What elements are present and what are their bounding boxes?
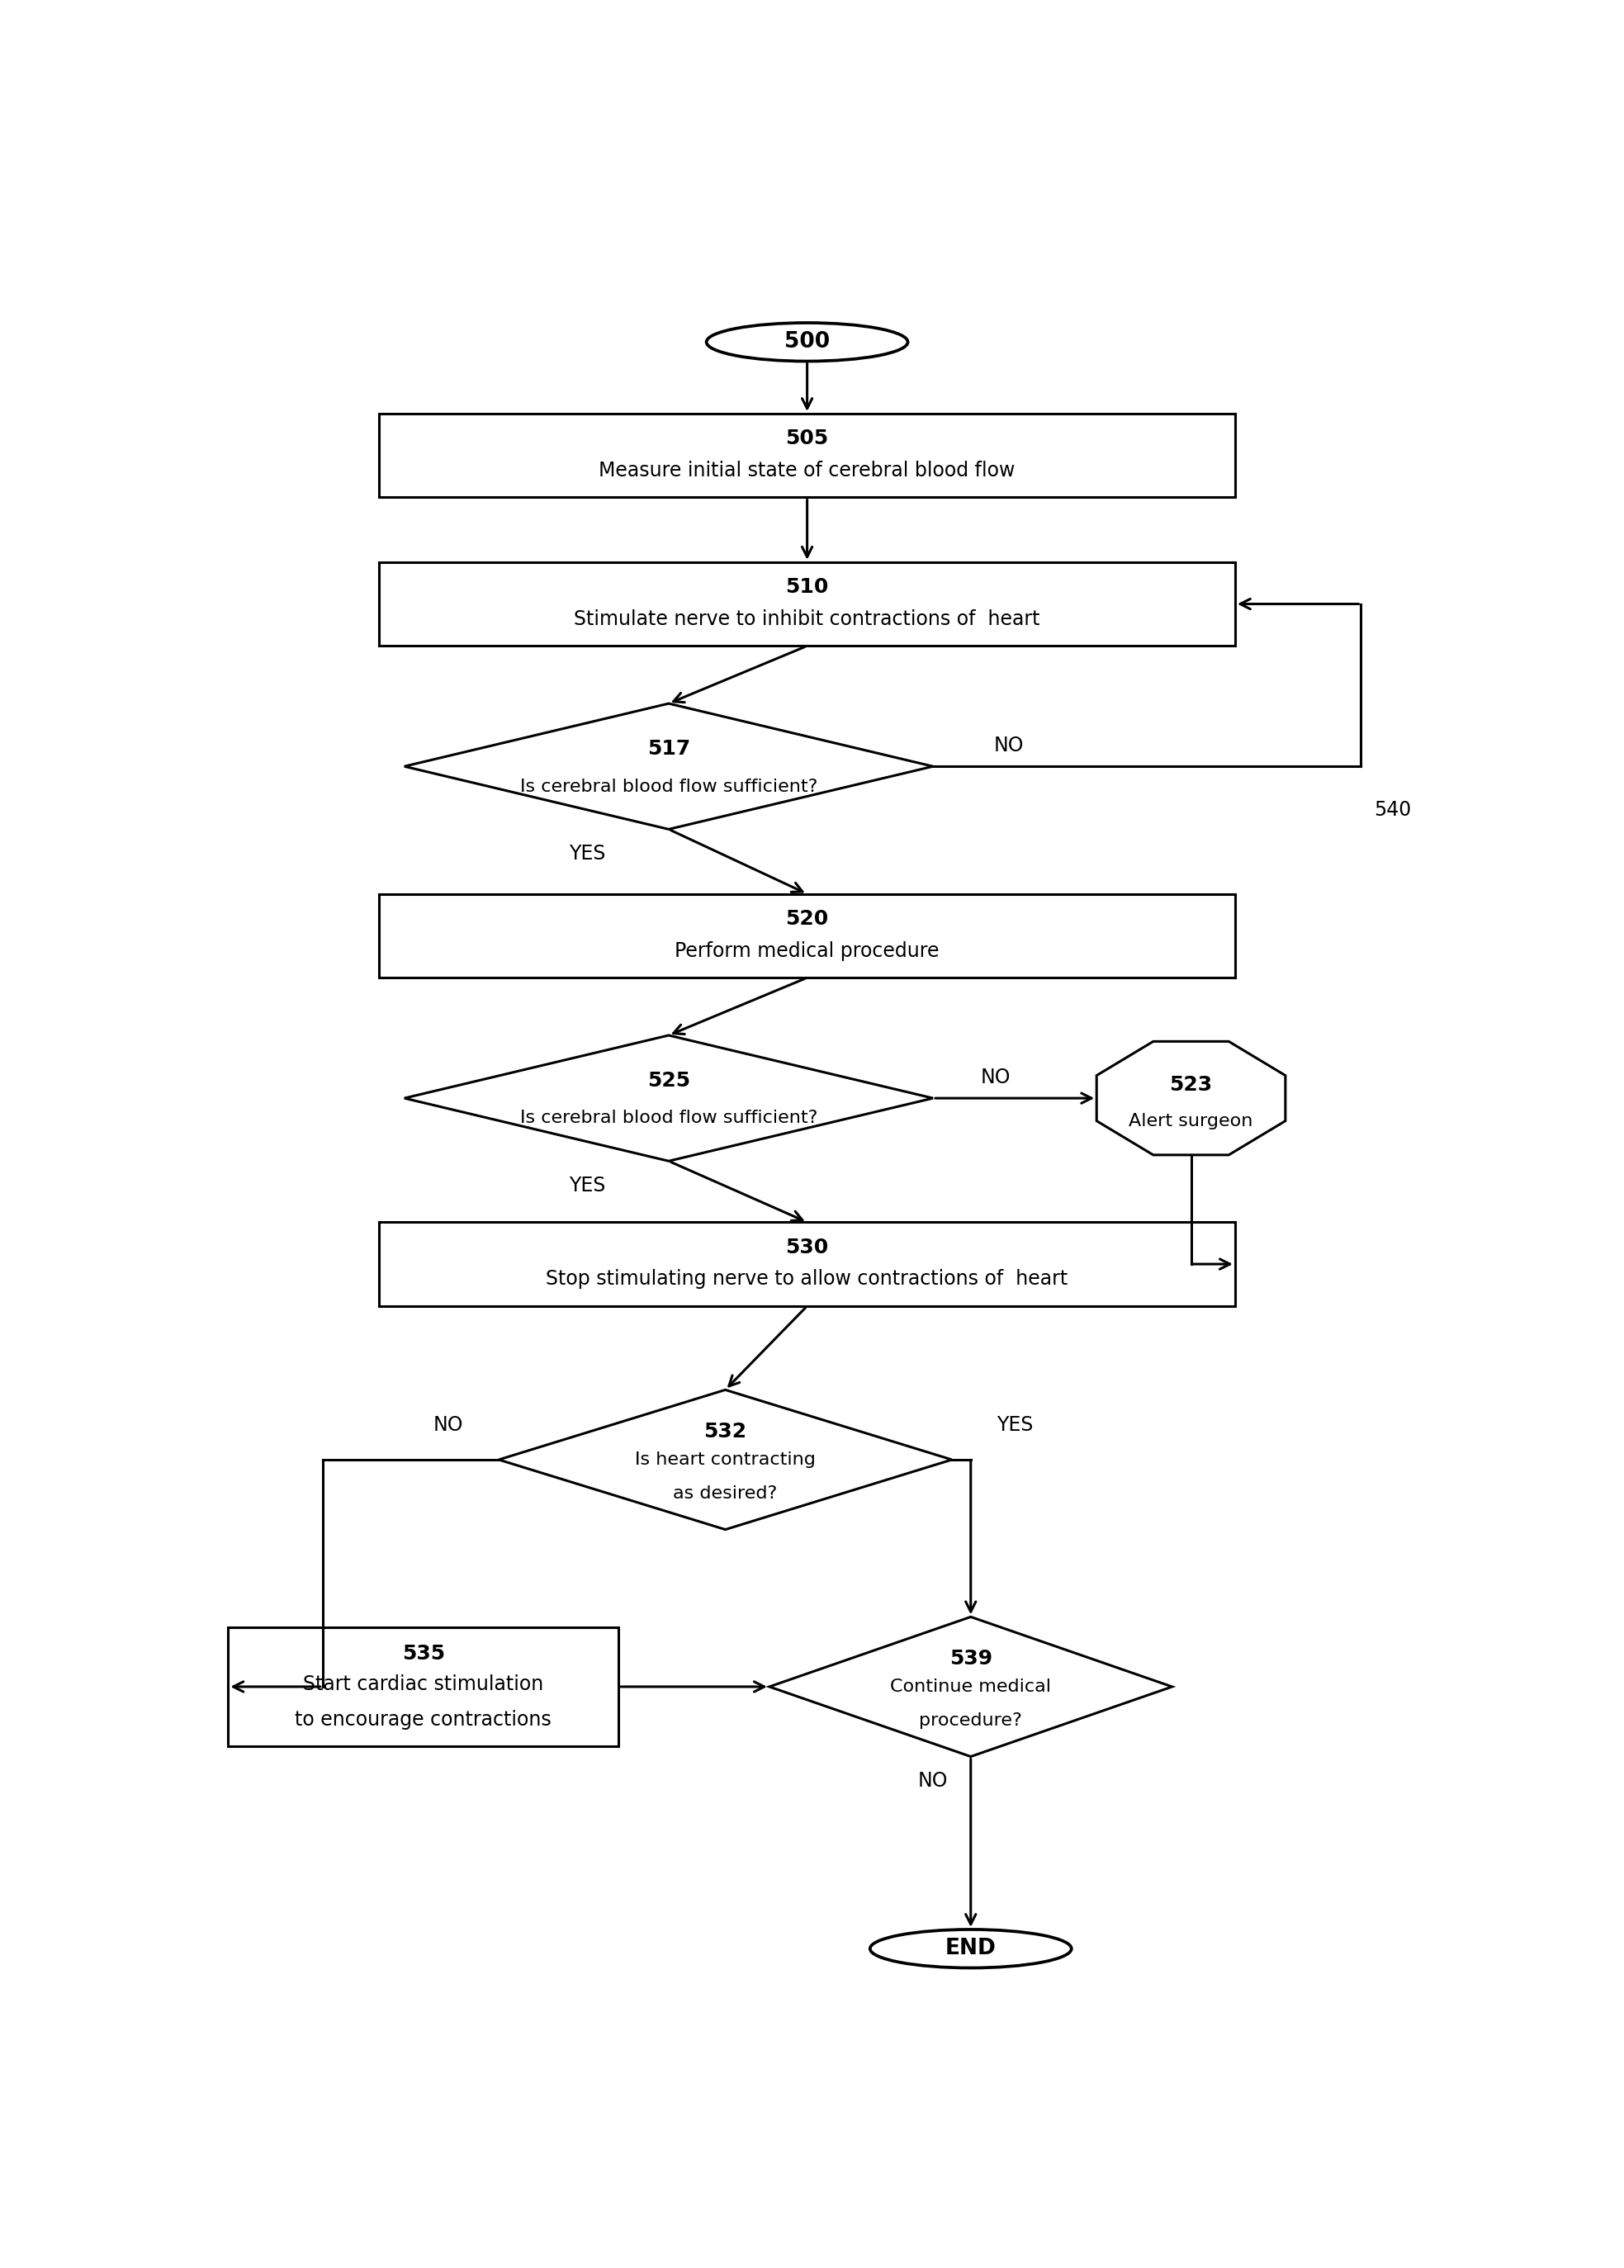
Text: 540: 540 — [1374, 801, 1411, 821]
Text: 539: 539 — [950, 1649, 992, 1669]
Text: YES: YES — [568, 844, 606, 864]
Polygon shape — [404, 1034, 932, 1161]
Text: 517: 517 — [646, 739, 690, 760]
Text: 535: 535 — [401, 1644, 445, 1662]
Text: 505: 505 — [786, 429, 828, 449]
Text: Perform medical procedure: Perform medical procedure — [676, 941, 939, 962]
Polygon shape — [499, 1390, 952, 1529]
Text: NO: NO — [994, 735, 1023, 755]
Text: NO: NO — [981, 1068, 1012, 1086]
Text: Is cerebral blood flow sufficient?: Is cerebral blood flow sufficient? — [520, 778, 817, 794]
Text: as desired?: as desired? — [674, 1486, 778, 1501]
Text: 525: 525 — [648, 1070, 690, 1091]
Text: Alert surgeon: Alert surgeon — [1129, 1114, 1254, 1129]
Text: to encourage contractions: to encourage contractions — [296, 1710, 552, 1730]
FancyBboxPatch shape — [378, 562, 1236, 646]
Text: 500: 500 — [784, 331, 830, 354]
Text: Is cerebral blood flow sufficient?: Is cerebral blood flow sufficient? — [520, 1109, 817, 1127]
Text: Start cardiac stimulation: Start cardiac stimulation — [304, 1674, 544, 1694]
FancyBboxPatch shape — [378, 413, 1236, 497]
FancyBboxPatch shape — [378, 1222, 1236, 1306]
Polygon shape — [404, 703, 932, 830]
Text: Stop stimulating nerve to allow contractions of  heart: Stop stimulating nerve to allow contract… — [546, 1270, 1069, 1288]
Text: Stimulate nerve to inhibit contractions of  heart: Stimulate nerve to inhibit contractions … — [575, 610, 1039, 628]
Text: NO: NO — [918, 1771, 948, 1792]
Text: YES: YES — [997, 1415, 1033, 1436]
Text: 520: 520 — [786, 909, 828, 930]
Text: YES: YES — [568, 1175, 606, 1195]
Text: 510: 510 — [786, 578, 828, 596]
Polygon shape — [770, 1617, 1173, 1755]
Text: 532: 532 — [703, 1422, 747, 1442]
Text: 523: 523 — [1169, 1075, 1213, 1095]
Text: Measure initial state of cerebral blood flow: Measure initial state of cerebral blood … — [599, 460, 1015, 481]
Text: 530: 530 — [786, 1238, 828, 1256]
Text: NO: NO — [434, 1415, 463, 1436]
FancyBboxPatch shape — [378, 894, 1236, 978]
Text: procedure?: procedure? — [919, 1712, 1021, 1728]
Text: END: END — [945, 1937, 996, 1960]
Text: Continue medical: Continue medical — [890, 1678, 1051, 1694]
FancyBboxPatch shape — [227, 1628, 619, 1746]
Text: Is heart contracting: Is heart contracting — [635, 1452, 815, 1467]
Polygon shape — [1096, 1041, 1286, 1154]
